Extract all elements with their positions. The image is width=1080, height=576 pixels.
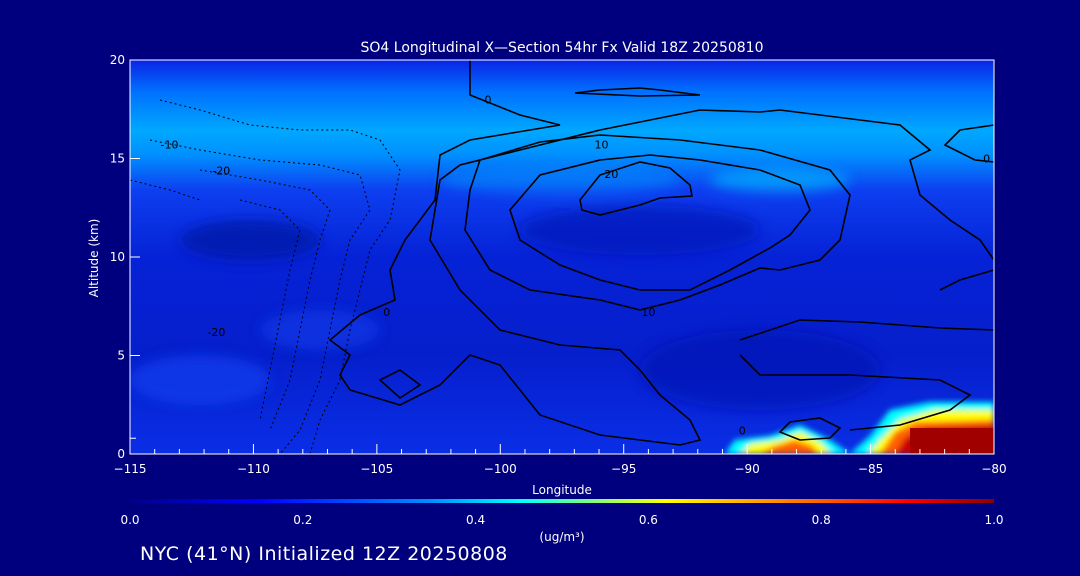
contour-label: 10 <box>594 139 608 152</box>
colorbar-tick-label: 0.8 <box>812 513 831 527</box>
y-tick-label: 0 <box>117 447 125 461</box>
contour-lines <box>328 60 994 446</box>
colorbar-tick-label: 1.0 <box>984 513 1003 527</box>
colorbar-tick-label: 0.4 <box>466 513 485 527</box>
contour-label: 10 <box>641 306 655 319</box>
x-tick-label: −85 <box>858 462 883 476</box>
chart-title: SO4 Longitudinal X—Section 54hr Fx Valid… <box>361 40 764 56</box>
x-axis-label: Longitude <box>532 483 592 497</box>
y-tick-label: 20 <box>110 53 125 67</box>
contour-label: 0 <box>383 306 390 319</box>
contour-label: 0 <box>739 424 746 437</box>
contour-label: 0 <box>983 152 990 165</box>
contour-label: -10 <box>161 139 179 152</box>
colorbar-tick-label: 0.6 <box>639 513 658 527</box>
y-axis-label: Altitude (km) <box>87 219 101 298</box>
x-tick-label: −90 <box>734 462 759 476</box>
contour-label: -20 <box>212 164 230 177</box>
y-tick-label: 10 <box>110 250 125 264</box>
colorbar-tick-label: 0.0 <box>120 513 139 527</box>
colorbar-unit-label: (ug/m³) <box>539 530 584 544</box>
x-axis: −115 −110 −105 −100 −95 −90 −85 −80 <box>114 444 1007 476</box>
colorbar: 0.0 0.2 0.4 0.6 0.8 1.0 (ug/m³) <box>120 499 1004 544</box>
footer-info: NYC (41°N) Initialized 12Z 20250808 <box>140 543 508 565</box>
colorbar-tick-label: 0.2 <box>293 513 312 527</box>
x-tick-label: −105 <box>360 462 393 476</box>
contour-label: 0 <box>484 93 491 106</box>
contour-label: 20 <box>604 168 618 181</box>
x-tick-label: −95 <box>611 462 636 476</box>
concentration-field <box>130 60 994 454</box>
x-tick-label: −115 <box>114 462 147 476</box>
y-axis: 0 5 10 15 20 <box>110 53 140 461</box>
contour-label: -20 <box>207 326 225 339</box>
x-tick-label: −80 <box>981 462 1006 476</box>
x-tick-label: −110 <box>237 462 270 476</box>
contour-lines-negative <box>130 99 401 454</box>
x-tick-label: −100 <box>484 462 517 476</box>
contour-labels: 0 -10 -20 10 20 10 0 -20 0 0 <box>161 93 991 437</box>
y-tick-label: 15 <box>110 152 125 166</box>
y-tick-label: 5 <box>117 349 125 363</box>
